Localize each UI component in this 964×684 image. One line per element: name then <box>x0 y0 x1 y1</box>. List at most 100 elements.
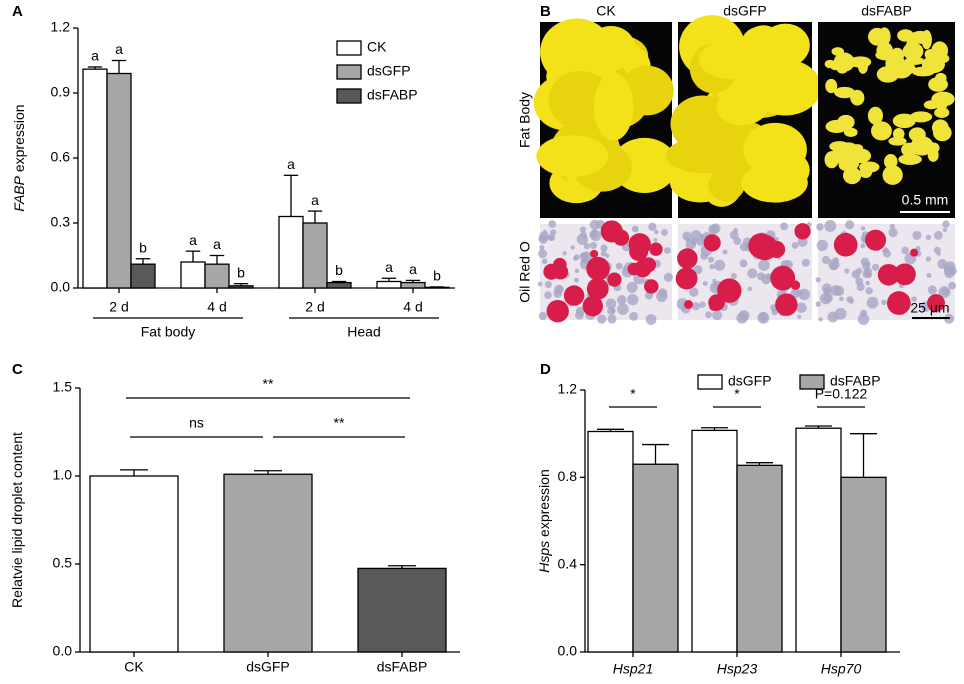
y-axis-label: FABP expression <box>11 104 27 211</box>
cell <box>851 269 861 279</box>
droplet <box>877 263 900 286</box>
cell <box>818 317 823 322</box>
annotation: a <box>213 236 221 252</box>
tissue <box>882 165 903 185</box>
cell <box>548 235 554 241</box>
droplet <box>546 299 569 323</box>
droplet <box>649 242 663 256</box>
cell <box>579 226 587 233</box>
tissue <box>829 60 842 71</box>
tissue <box>825 78 838 94</box>
column-label: dsFABP <box>861 3 912 19</box>
cell <box>600 244 608 252</box>
group-label: Fat body <box>141 324 195 340</box>
y-tick-label: 0.5 <box>53 555 73 571</box>
cell <box>797 314 802 319</box>
cell <box>844 268 850 274</box>
bar <box>204 263 230 289</box>
y-tick-label: 1.5 <box>53 379 73 395</box>
cell <box>942 227 948 233</box>
cell <box>648 222 657 231</box>
annotation: a <box>409 261 417 277</box>
x-tick-label: Hsp21 <box>613 661 653 677</box>
cell <box>544 291 552 300</box>
cell <box>702 281 708 287</box>
y-tick-label: 0.8 <box>558 468 578 484</box>
legend-label: dsFABP <box>830 373 881 389</box>
y-axis-label: Relatvie lipid droplet content <box>9 432 25 608</box>
droplet <box>628 233 651 256</box>
tissue <box>838 158 855 172</box>
cell <box>548 220 557 228</box>
panel-label: D <box>540 361 551 378</box>
cell <box>575 310 584 320</box>
cell <box>934 230 943 240</box>
cell <box>663 247 671 254</box>
tissue <box>878 27 891 46</box>
cell <box>709 264 715 270</box>
droplet <box>543 263 560 280</box>
droplet <box>627 262 641 276</box>
tissue <box>829 141 850 152</box>
cell <box>538 249 548 259</box>
cell <box>839 296 844 302</box>
x-tick-label: 4 d <box>207 299 226 315</box>
droplet <box>566 286 577 297</box>
cell <box>690 237 698 245</box>
tissue <box>593 72 634 141</box>
legend-label: CK <box>367 39 387 55</box>
tissue <box>927 142 940 154</box>
cell <box>562 251 567 256</box>
cell <box>714 259 726 271</box>
bar <box>736 464 783 653</box>
tissue <box>859 166 873 179</box>
x-tick-label: Hsp70 <box>821 661 862 677</box>
tissue <box>876 41 893 60</box>
tissue <box>761 23 810 67</box>
cell <box>912 230 922 240</box>
droplet <box>893 263 916 286</box>
column-label: CK <box>596 3 616 19</box>
droplet <box>684 300 693 309</box>
x-tick-label: 2 d <box>109 299 128 315</box>
cell <box>730 273 737 280</box>
x-tick-label: dsFABP <box>377 659 428 675</box>
bar <box>357 567 447 653</box>
tissue <box>934 107 950 118</box>
cell <box>926 272 932 278</box>
cell <box>925 234 932 241</box>
bracket-label: ** <box>334 415 345 431</box>
x-tick-label: 2 d <box>305 299 324 315</box>
cell <box>589 241 598 249</box>
cell <box>538 312 547 321</box>
droplet <box>677 248 698 269</box>
cell <box>829 262 838 271</box>
bar <box>632 463 679 653</box>
cell <box>631 225 639 233</box>
droplet <box>910 248 919 257</box>
droplet <box>751 234 778 261</box>
tissue <box>901 142 918 157</box>
cell <box>656 290 668 303</box>
droplet <box>586 256 610 281</box>
tissue <box>890 47 905 63</box>
cell <box>865 280 871 286</box>
cell <box>583 242 591 250</box>
cell <box>617 303 629 315</box>
y-tick-label: 0.3 <box>51 214 71 230</box>
annotation: a <box>189 232 197 248</box>
cell <box>871 263 880 271</box>
tissue <box>825 119 848 134</box>
cell <box>823 286 832 296</box>
annotation: a <box>287 156 295 172</box>
cell <box>699 233 704 239</box>
bar <box>376 280 402 289</box>
droplet <box>613 229 630 246</box>
bar <box>795 427 842 653</box>
cell <box>691 302 700 311</box>
legend-swatch <box>336 64 362 80</box>
tissue <box>536 135 609 177</box>
tissue <box>620 65 674 116</box>
cell <box>857 313 870 325</box>
panel-label: B <box>540 3 551 20</box>
